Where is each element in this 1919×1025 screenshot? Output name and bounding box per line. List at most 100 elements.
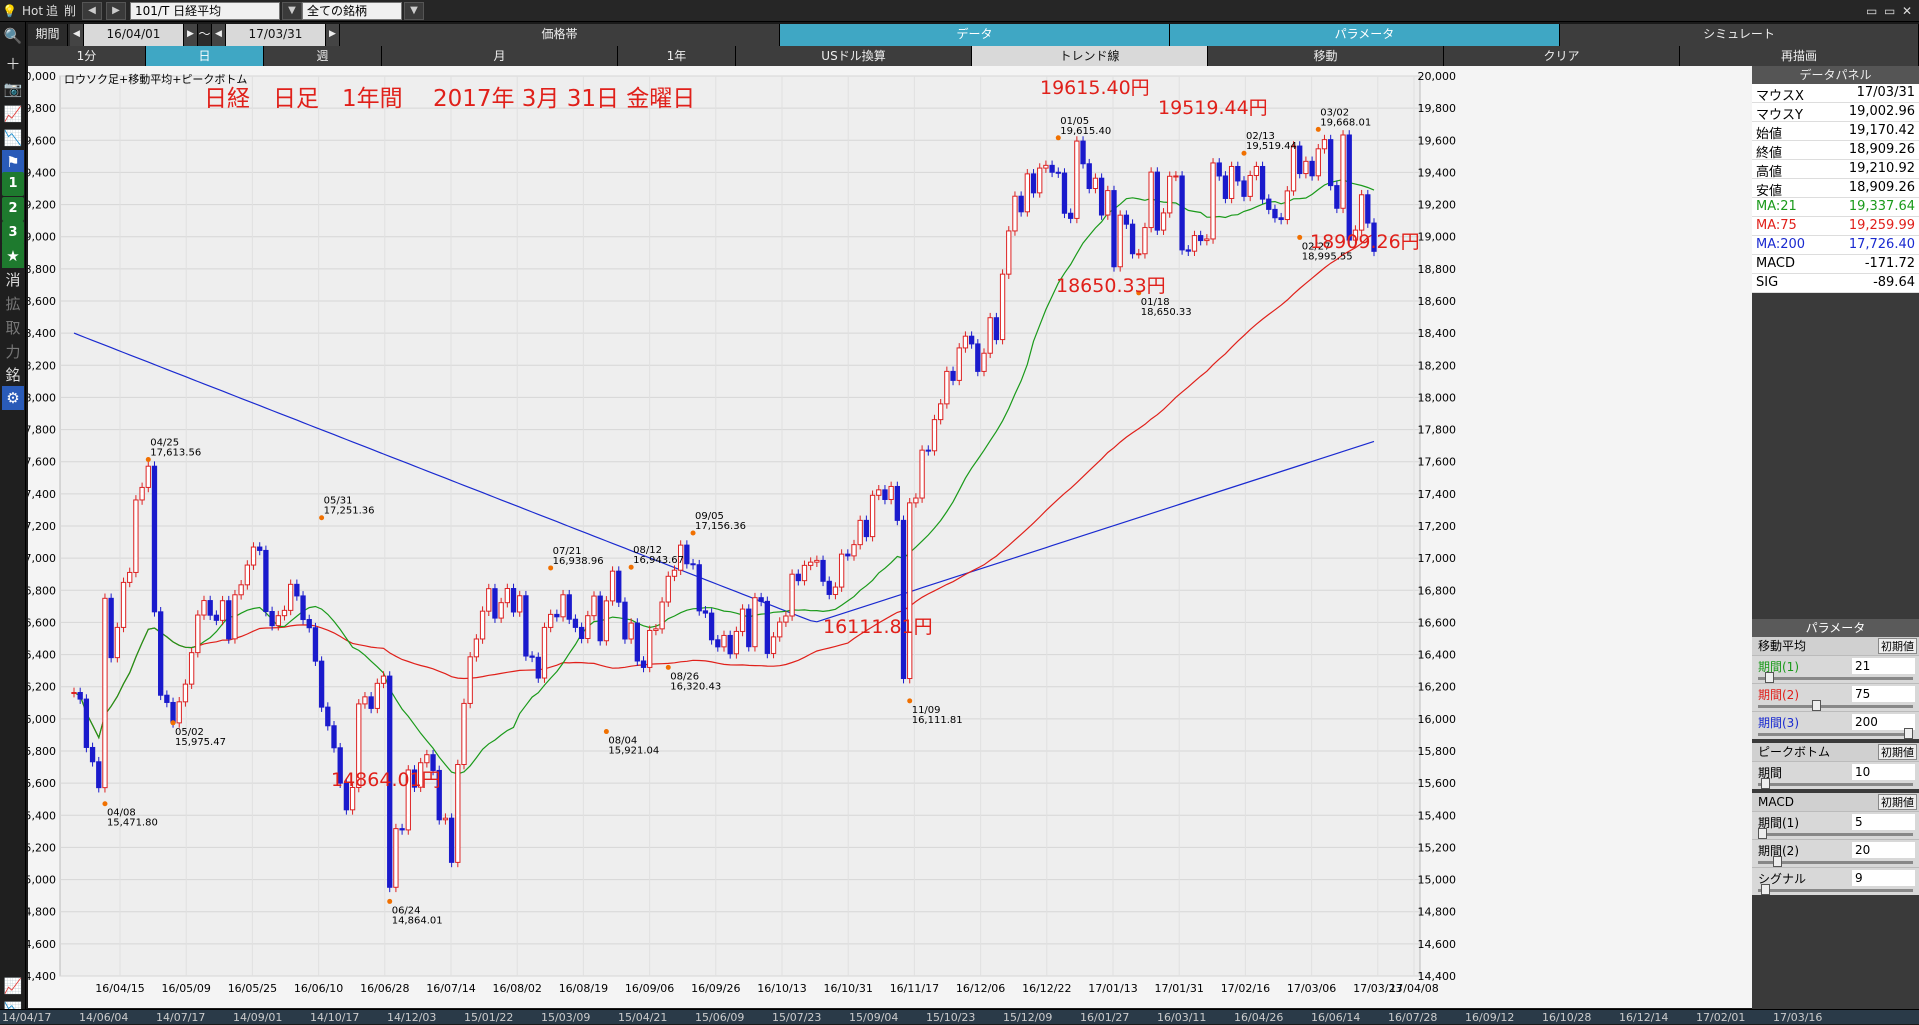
tab-simulate[interactable]: シミュレート: [1560, 24, 1919, 46]
ma-param-row-input[interactable]: 75: [1852, 686, 1915, 702]
tab-trendline[interactable]: トレンド線: [972, 46, 1208, 66]
chart-title: 日経 日足 1年間 2017年 3月 31日 金曜日: [204, 86, 695, 112]
tab-price-band[interactable]: 価格帯: [340, 24, 780, 46]
add-button[interactable]: 追: [46, 4, 59, 18]
y-tick-label-right: 17,000: [1418, 552, 1457, 565]
prev-symbol-button[interactable]: ◀: [82, 2, 102, 20]
period-to-input[interactable]: 17/03/31: [226, 24, 326, 46]
tab-usd[interactable]: USドル換算: [736, 46, 972, 66]
period-from-input[interactable]: 16/04/01: [84, 24, 184, 46]
ma-init-button[interactable]: 初期値: [1878, 638, 1917, 654]
tab-weekly[interactable]: 週: [264, 46, 382, 66]
flag-icon[interactable]: ⚑: [2, 150, 24, 174]
macd-param-row-input[interactable]: 5: [1852, 814, 1915, 830]
line-chart-icon[interactable]: 📈: [3, 105, 23, 123]
pb-param-row-slider-knob[interactable]: [1760, 778, 1770, 789]
pb-param-row-slider-track[interactable]: [1758, 783, 1913, 786]
period-from-prev[interactable]: ◀: [70, 24, 84, 46]
expand-button[interactable]: 拡: [5, 295, 21, 313]
peak-date-label: 08/26: [670, 671, 699, 682]
get-button[interactable]: 取: [5, 319, 21, 337]
candlestick-chart[interactable]: 20,000 20,000 19,800 19,800 19,600 19,600 19,4…: [28, 66, 1752, 1008]
macd-param-row-slider-knob[interactable]: [1772, 856, 1782, 867]
y-tick-label-left: 18,600: [28, 295, 56, 308]
ma-param-row-input[interactable]: 21: [1852, 658, 1915, 674]
tab-parameter[interactable]: パラメータ: [1170, 24, 1560, 46]
minimize-icon[interactable]: ▭: [1866, 4, 1878, 18]
macd-param-row-slider-knob[interactable]: [1758, 828, 1767, 839]
tab-clear[interactable]: クリア: [1444, 46, 1680, 66]
ma-param-row-slider-track[interactable]: [1758, 705, 1913, 708]
macd-param-row-input[interactable]: 20: [1852, 842, 1915, 858]
tab-monthly[interactable]: 月: [382, 46, 618, 66]
candle-body: [938, 403, 944, 421]
bulb-icon[interactable]: 💡: [2, 4, 17, 18]
hot-button[interactable]: Hot: [22, 4, 44, 18]
preset-2-button[interactable]: 2: [2, 197, 24, 221]
erase-button[interactable]: 消: [5, 271, 21, 289]
preset-1-button[interactable]: 1: [2, 172, 24, 196]
ma-param-row-slider-knob[interactable]: [1904, 728, 1913, 739]
ma-param-row-slider-track[interactable]: [1758, 733, 1913, 736]
price-annotation: 16111.81円: [823, 616, 933, 638]
crosshair-icon[interactable]: ＋: [5, 55, 21, 73]
ma-section: 移動平均 初期値: [1752, 637, 1919, 655]
symbol-button[interactable]: 銘: [5, 366, 21, 384]
tab-1min[interactable]: 1分: [28, 46, 146, 66]
close-icon[interactable]: ✕: [1902, 4, 1913, 18]
period-from-next[interactable]: ▶: [184, 24, 198, 46]
ma-param-row-slider-knob[interactable]: [1812, 700, 1822, 711]
tab-data[interactable]: データ: [780, 24, 1170, 46]
pb-init-button[interactable]: 初期値: [1878, 744, 1917, 760]
ma-param-row-slider-knob[interactable]: [1765, 672, 1775, 683]
ma-param-row-input[interactable]: 200: [1852, 714, 1915, 730]
period-to-prev[interactable]: ◀: [212, 24, 226, 46]
settings-gear-icon[interactable]: ⚙: [2, 386, 24, 410]
y-tick-label-left: 17,800: [28, 424, 56, 437]
candle-body: [578, 626, 585, 639]
macd-param-row-input[interactable]: 9: [1852, 870, 1915, 886]
ma-param-row-slider-track[interactable]: [1758, 677, 1913, 680]
search-icon[interactable]: 🔍: [3, 27, 23, 45]
candle-body: [814, 559, 820, 563]
list-select[interactable]: 全ての銘柄: [302, 2, 402, 20]
symbol-select[interactable]: 101/T 日経平均: [130, 2, 280, 20]
tab-redraw[interactable]: 再描画: [1680, 46, 1919, 66]
candle-body: [944, 370, 950, 405]
symbol-dropdown-icon[interactable]: ▼: [282, 2, 302, 20]
y-tick-label-right: 17,200: [1418, 520, 1457, 533]
x-tick-label: 17/01/13: [1088, 982, 1137, 995]
candle-body: [473, 638, 480, 658]
star-icon[interactable]: ★: [2, 244, 24, 268]
maximize-icon[interactable]: ▭: [1884, 4, 1896, 18]
delete-button[interactable]: 削: [64, 4, 77, 18]
candle-body: [863, 519, 870, 538]
camera-icon[interactable]: 📷: [3, 80, 23, 98]
tab-move[interactable]: 移動: [1208, 46, 1444, 66]
peak-marker: [628, 564, 634, 570]
next-symbol-button[interactable]: ▶: [106, 2, 126, 20]
navigator-bar[interactable]: 14/04/17 14/06/04 14/07/17 14/09/01 14/10/17…: [0, 1009, 1919, 1024]
navigator-date-label: 16/03/11: [1157, 1011, 1207, 1024]
list-dropdown-icon[interactable]: ▼: [404, 2, 424, 20]
datapanel-ma-row-value: 19,259.99: [1848, 218, 1915, 233]
y-tick-label-left: 16,600: [28, 616, 56, 629]
macd-param-row-slider-track[interactable]: [1758, 889, 1913, 892]
candle-body: [77, 692, 83, 700]
tab-1year[interactable]: 1年: [618, 46, 736, 66]
macd-param-row-slider-knob[interactable]: [1760, 884, 1770, 895]
candle-body: [900, 519, 907, 680]
tab-daily[interactable]: 日: [146, 46, 264, 66]
macd-init-button[interactable]: 初期値: [1878, 794, 1917, 810]
macd-param-row-slider-track[interactable]: [1758, 833, 1913, 836]
mini-chart-icon[interactable]: 📈: [3, 977, 23, 995]
period-to-next[interactable]: ▶: [326, 24, 340, 46]
macd-param-row-slider-track[interactable]: [1758, 861, 1913, 864]
candle-body: [108, 597, 114, 659]
datapanel-ma-row-key: MA:21: [1756, 199, 1797, 214]
preset-3-button[interactable]: 3: [2, 221, 24, 245]
indicator-icon[interactable]: 📉: [3, 129, 23, 147]
pb-param-row-input[interactable]: 10: [1852, 764, 1915, 780]
y-tick-label-right: 19,400: [1418, 166, 1457, 179]
input-button[interactable]: 力: [5, 343, 21, 361]
